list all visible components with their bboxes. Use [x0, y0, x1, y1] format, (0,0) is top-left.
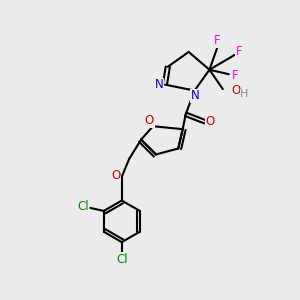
- Text: F: F: [214, 34, 220, 47]
- Text: N: N: [155, 78, 164, 91]
- Text: O: O: [111, 169, 120, 182]
- Text: F: F: [231, 69, 238, 82]
- Text: O: O: [232, 84, 241, 97]
- Text: F: F: [236, 45, 242, 58]
- Text: O: O: [206, 115, 215, 128]
- Text: Cl: Cl: [116, 253, 128, 266]
- Text: Cl: Cl: [77, 200, 89, 213]
- Text: H: H: [240, 89, 248, 99]
- Text: N: N: [191, 89, 200, 102]
- Text: O: O: [145, 114, 154, 128]
